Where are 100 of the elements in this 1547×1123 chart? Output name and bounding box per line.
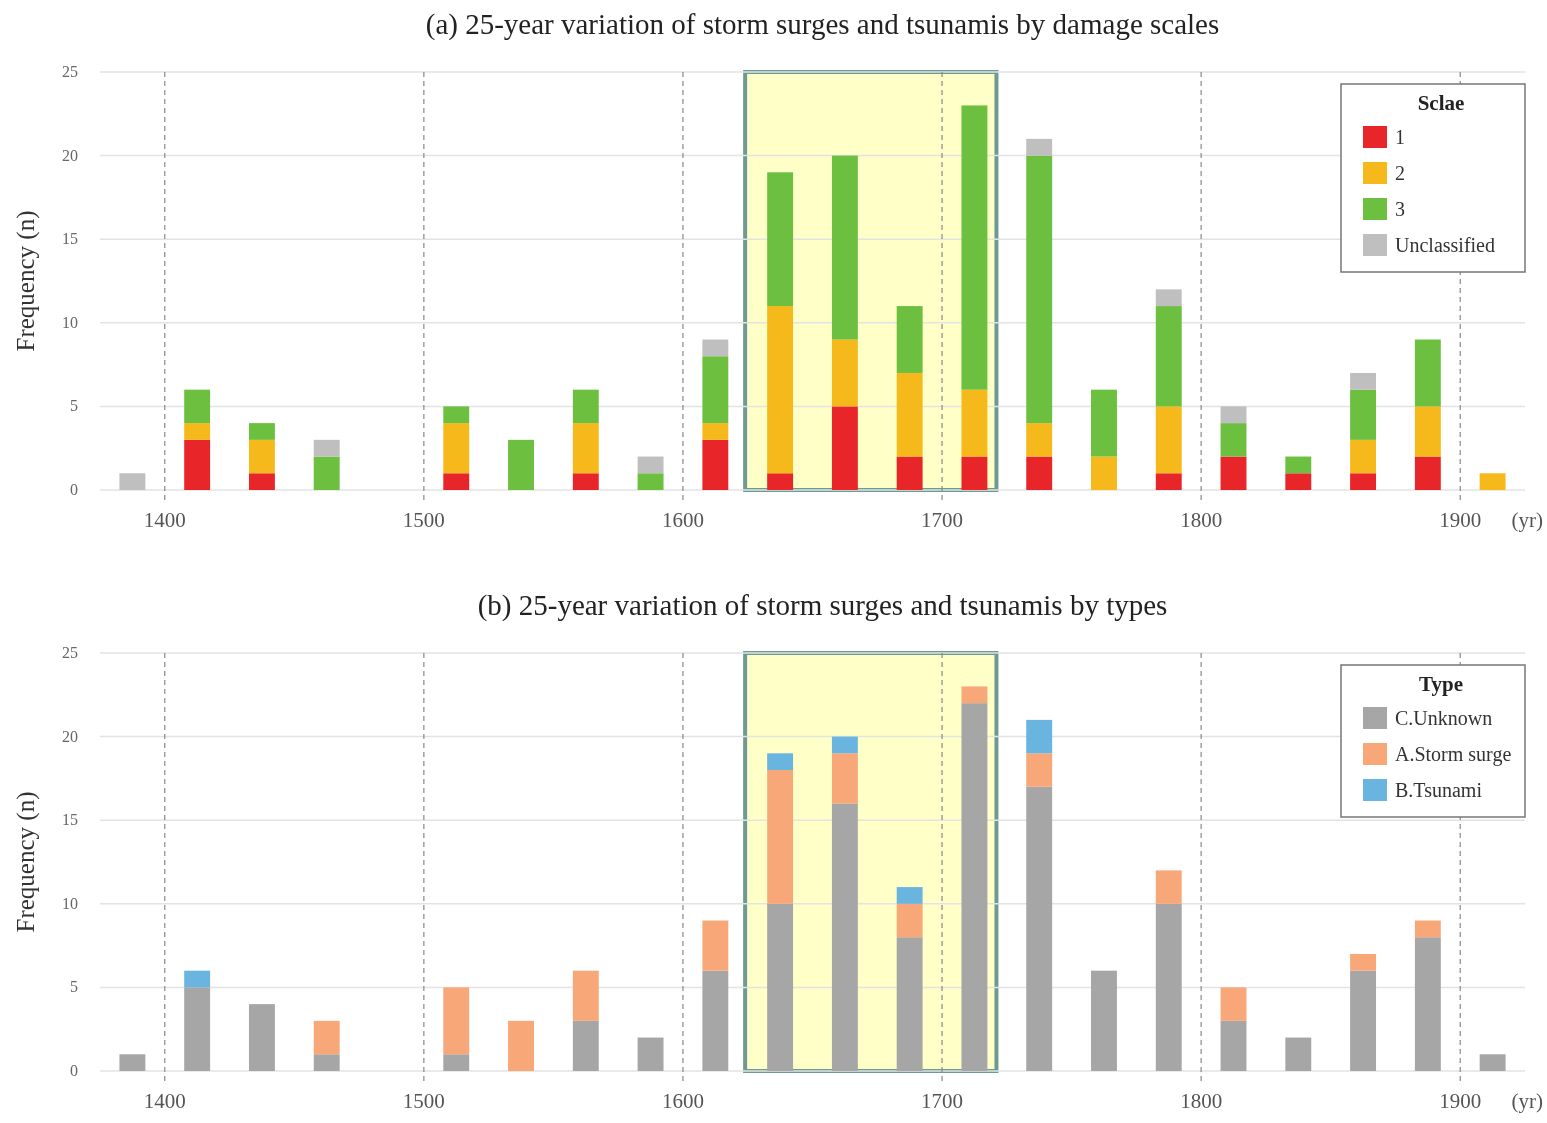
bar xyxy=(313,1020,340,1055)
bar xyxy=(1220,456,1247,490)
legend-label: 3 xyxy=(1395,198,1405,220)
bar xyxy=(1026,753,1053,787)
bar xyxy=(702,423,729,440)
bar xyxy=(702,970,729,1071)
bar xyxy=(1285,456,1312,474)
bar xyxy=(1350,953,1377,971)
bar xyxy=(702,920,729,971)
bar xyxy=(637,1037,664,1071)
bar xyxy=(1155,289,1182,307)
y-axis-title: Frequency (n) xyxy=(12,791,40,933)
bar xyxy=(1091,456,1117,490)
bar xyxy=(1350,970,1377,1071)
x-tick-label: 1900 xyxy=(1439,508,1482,532)
bar xyxy=(1026,423,1053,457)
x-axis-title: (yr) xyxy=(1511,1089,1543,1113)
bar xyxy=(1155,473,1182,490)
bar xyxy=(767,172,794,307)
bar xyxy=(1285,473,1312,490)
bar xyxy=(1026,456,1053,490)
bar xyxy=(572,389,599,424)
legend-label: Unclassified xyxy=(1395,234,1495,256)
bar xyxy=(831,803,858,1071)
bar xyxy=(184,439,211,490)
bar xyxy=(1155,306,1182,407)
legend-label: B.Tsunami xyxy=(1395,779,1483,801)
bar xyxy=(443,423,470,474)
legend-label: 2 xyxy=(1395,162,1405,184)
bar xyxy=(702,439,729,490)
bar xyxy=(1414,920,1441,938)
bar xyxy=(184,423,211,440)
bar xyxy=(1026,155,1053,424)
bar xyxy=(1414,937,1441,1071)
bar xyxy=(1220,1020,1247,1071)
legend-label: C.Unknown xyxy=(1395,707,1493,729)
bar xyxy=(1091,389,1117,457)
bar xyxy=(443,987,470,1055)
bar xyxy=(1350,389,1377,440)
bar xyxy=(1285,1037,1312,1071)
y-tick-label: 10 xyxy=(62,313,78,331)
bar xyxy=(1091,970,1117,1071)
bar xyxy=(961,703,988,1071)
bar xyxy=(767,473,794,490)
x-tick-label: 1800 xyxy=(1180,1089,1223,1113)
x-tick-label: 1800 xyxy=(1180,508,1223,532)
bar xyxy=(1155,406,1182,474)
y-axis-title: Frequency (n) xyxy=(12,210,40,352)
bar xyxy=(184,987,211,1071)
bar xyxy=(572,970,599,1021)
bar xyxy=(961,686,988,704)
y-tick-label: 10 xyxy=(62,894,78,912)
bar xyxy=(1220,406,1247,424)
y-tick-label: 15 xyxy=(62,811,78,829)
bar xyxy=(248,423,275,440)
x-tick-label: 1600 xyxy=(661,1089,704,1113)
x-tick-label: 1500 xyxy=(402,508,445,532)
bar xyxy=(1155,870,1182,904)
bar xyxy=(1350,439,1377,474)
bar xyxy=(961,105,988,390)
bar xyxy=(896,372,923,457)
bar xyxy=(637,473,664,490)
legend-label: A.Storm surge xyxy=(1395,743,1512,766)
bar xyxy=(831,406,858,490)
bar xyxy=(831,339,858,407)
x-tick-label: 1400 xyxy=(143,1089,186,1113)
bar xyxy=(767,306,794,474)
bar xyxy=(1414,339,1441,407)
bar xyxy=(248,1004,275,1071)
bar xyxy=(443,1054,470,1071)
x-axis-title: (yr) xyxy=(1511,508,1543,532)
bar xyxy=(572,473,599,490)
bar xyxy=(1350,473,1377,490)
bar xyxy=(896,937,923,1071)
bar xyxy=(572,423,599,474)
bar xyxy=(896,306,923,373)
x-tick-label: 1700 xyxy=(921,508,964,532)
x-tick-label: 1600 xyxy=(661,508,704,532)
bar xyxy=(1479,473,1506,490)
y-tick-label: 20 xyxy=(62,146,78,164)
bar xyxy=(1220,423,1247,457)
y-tick-label: 5 xyxy=(70,397,78,415)
bar xyxy=(1350,372,1377,390)
bar xyxy=(1414,456,1441,490)
bar xyxy=(896,903,923,938)
bar xyxy=(443,473,470,490)
bar xyxy=(831,155,858,340)
bar xyxy=(896,456,923,490)
x-tick-label: 1400 xyxy=(143,508,186,532)
chart-title: (a) 25-year variation of storm surges and tsunamis by damage scales xyxy=(425,8,1220,41)
bar xyxy=(313,439,340,457)
bar xyxy=(572,1020,599,1071)
bar xyxy=(767,753,794,771)
bar xyxy=(831,736,858,754)
bar xyxy=(1414,406,1441,457)
bar xyxy=(702,339,729,357)
y-tick-label: 20 xyxy=(62,727,78,745)
y-tick-label: 0 xyxy=(70,481,78,498)
bar xyxy=(702,356,729,424)
x-tick-label: 1500 xyxy=(402,1089,445,1113)
